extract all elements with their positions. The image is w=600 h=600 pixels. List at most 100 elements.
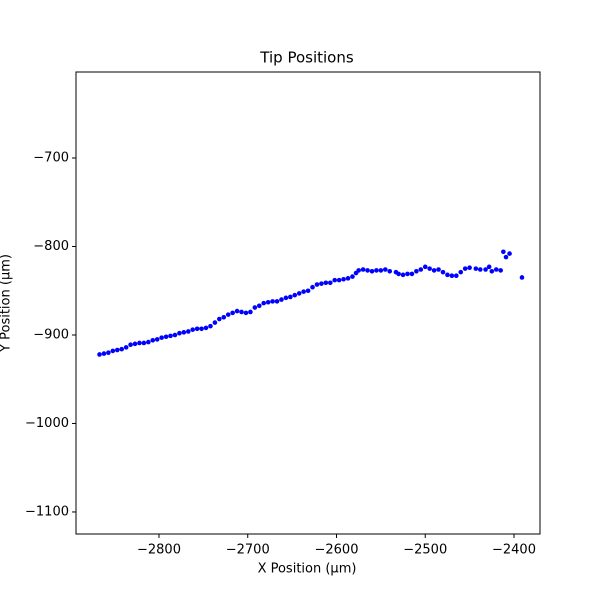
y-tick-label: −900	[33, 327, 69, 342]
point	[114, 347, 120, 353]
point	[332, 277, 338, 283]
point	[378, 268, 384, 273]
point	[154, 337, 160, 342]
point	[422, 264, 428, 270]
point	[319, 281, 324, 286]
point	[498, 268, 503, 273]
point	[467, 265, 472, 271]
point	[208, 323, 213, 329]
point	[203, 325, 209, 331]
point	[296, 291, 302, 296]
point	[168, 333, 173, 339]
point	[185, 329, 191, 334]
y-tick-label: −700	[33, 151, 69, 166]
point	[177, 330, 182, 336]
point	[360, 267, 366, 272]
point	[400, 272, 406, 278]
point	[283, 295, 289, 301]
point	[405, 271, 410, 277]
point	[119, 346, 125, 352]
point	[141, 340, 147, 346]
point	[503, 254, 509, 260]
point	[221, 314, 227, 320]
point	[212, 320, 218, 325]
point	[383, 267, 388, 272]
point	[396, 271, 401, 277]
point	[336, 277, 342, 283]
point	[507, 251, 512, 256]
point	[110, 348, 116, 354]
y-tick-label: −1000	[25, 416, 69, 431]
point	[225, 312, 231, 317]
point	[150, 337, 156, 343]
point	[279, 297, 284, 302]
point	[454, 273, 459, 279]
point	[473, 266, 479, 271]
point	[327, 280, 333, 286]
point	[483, 267, 488, 272]
point	[427, 266, 432, 271]
point	[356, 268, 361, 273]
point	[462, 266, 468, 271]
y-axis-label: Y Position (µm)	[0, 254, 14, 353]
point	[97, 352, 102, 357]
point	[106, 350, 111, 355]
point	[440, 269, 446, 275]
point	[431, 268, 437, 273]
point	[345, 276, 351, 281]
point	[314, 282, 320, 287]
point	[252, 305, 258, 310]
point	[305, 288, 311, 294]
point	[445, 272, 450, 278]
point	[418, 267, 424, 272]
point	[323, 280, 329, 286]
point	[181, 330, 187, 335]
point	[217, 316, 222, 322]
point	[365, 268, 370, 273]
point	[265, 299, 271, 305]
x-tick-label: −2700	[226, 543, 270, 558]
point	[350, 274, 355, 279]
chart-title: Tip Positions	[259, 49, 354, 67]
x-axis-label: X Position (µm)	[258, 562, 357, 577]
point	[489, 268, 495, 274]
point	[132, 341, 138, 347]
point	[172, 332, 178, 338]
point	[243, 310, 249, 316]
point	[137, 340, 142, 346]
point	[501, 249, 506, 255]
point	[234, 308, 240, 314]
point	[199, 326, 204, 332]
x-tick-label: −2600	[314, 543, 358, 558]
point	[256, 303, 262, 309]
point	[310, 284, 315, 290]
point	[146, 339, 151, 345]
point	[230, 310, 235, 316]
point	[519, 275, 525, 280]
plot-frame	[75, 71, 541, 535]
y-tick-label: −1100	[25, 504, 69, 519]
x-tick-label: −2500	[403, 543, 447, 558]
point	[414, 268, 419, 274]
point	[292, 292, 298, 298]
point	[274, 299, 280, 304]
point	[458, 269, 464, 275]
point	[436, 267, 441, 272]
point	[409, 271, 415, 277]
point	[248, 309, 253, 315]
point	[493, 267, 499, 272]
point	[288, 294, 293, 300]
x-tick-label: −2800	[137, 543, 181, 558]
point	[194, 326, 200, 332]
point	[163, 334, 169, 340]
point	[301, 289, 306, 294]
point	[341, 276, 346, 282]
point	[190, 327, 196, 332]
point	[270, 299, 275, 304]
point	[387, 268, 393, 274]
point	[486, 264, 492, 270]
point	[123, 345, 129, 350]
x-tick-label: −2400	[492, 543, 536, 558]
point	[239, 309, 244, 315]
